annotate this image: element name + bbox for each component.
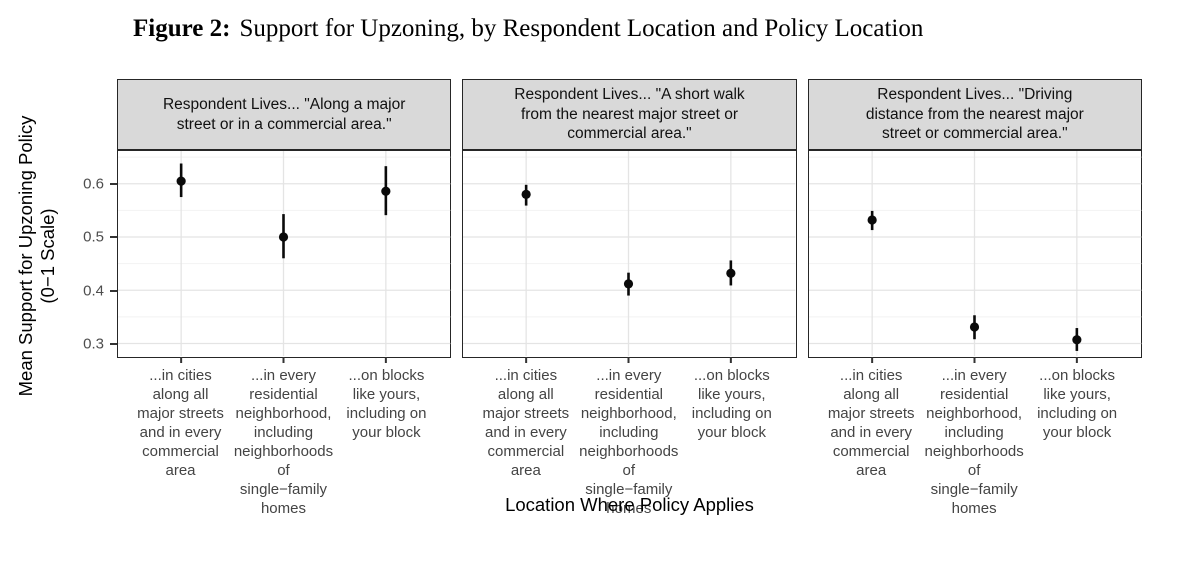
point-estimate	[624, 279, 634, 289]
y-axis-title: Mean Support for Upzoning Policy (0−1 Sc…	[15, 115, 58, 397]
x-tick-label-cities: ...in cities along all major streets and…	[482, 367, 570, 479]
point-estimate	[969, 322, 979, 332]
facet-panels: Respondent Lives... "Along a major stree…	[117, 79, 1142, 517]
pointrange-plot-svg	[808, 151, 1141, 363]
point-estimate	[726, 268, 736, 278]
y-axis-tick	[110, 183, 117, 186]
facet-panel-driving-distance: Respondent Lives... "Driving distance fr…	[807, 79, 1142, 517]
y-tick-label-0.6: 0.6	[83, 175, 104, 193]
pointrange-plot-svg	[118, 151, 451, 363]
plot-area	[807, 150, 1142, 363]
point-estimate	[176, 176, 186, 186]
point-estimate	[1071, 335, 1082, 345]
point-estimate	[867, 215, 877, 225]
figure-title: Figure 2: Support for Upzoning, by Respon…	[133, 15, 923, 43]
x-tick-labels: ...in cities along all major streets and…	[808, 366, 1142, 536]
x-tick-label-cities: ...in cities along all major streets and…	[827, 367, 915, 479]
facet-panel-short-walk: Respondent Lives... "A short walk from t…	[462, 79, 797, 517]
point-estimate	[521, 189, 532, 199]
pointrange-plot-svg	[463, 151, 796, 363]
x-tick-label-residential: ...in every residential neighborhood, in…	[579, 367, 679, 517]
point-estimate	[278, 232, 289, 242]
facet-strip-label: Respondent Lives... "Along a major stree…	[117, 79, 452, 150]
facet-panel-along-major-street: Respondent Lives... "Along a major stree…	[117, 79, 452, 517]
x-tick-labels: ...in cities along all major streets and…	[462, 366, 796, 536]
x-axis-title: Location Where Policy Applies	[505, 494, 754, 515]
y-axis-tick	[110, 342, 117, 345]
x-tick-label-cities: ...in cities along all major streets and…	[137, 367, 224, 479]
plot-area	[462, 150, 797, 363]
y-tick-label-0.3: 0.3	[83, 335, 104, 353]
x-tick-label-blocks: ...on blocks like yours, including on yo…	[1037, 367, 1118, 441]
x-tick-label-blocks: ...on blocks like yours, including on yo…	[346, 367, 427, 441]
y-tick-label-0.5: 0.5	[83, 228, 104, 246]
y-axis-tick	[110, 289, 117, 292]
facet-strip-label: Respondent Lives... "A short walk from t…	[462, 79, 797, 150]
y-tick-label-0.4: 0.4	[83, 282, 104, 300]
plot-area	[117, 150, 452, 363]
x-tick-labels: ...in cities along all major streets and…	[117, 366, 451, 536]
y-axis-tick	[110, 236, 117, 239]
x-tick-label-residential: ...in every residential neighborhood, in…	[233, 367, 334, 517]
point-estimate	[381, 186, 391, 196]
facet-strip-label: Respondent Lives... "Driving distance fr…	[807, 79, 1142, 150]
x-tick-label-blocks: ...on blocks like yours, including on yo…	[691, 367, 772, 441]
figure-title-text: Support for Upzoning, by Respondent Loca…	[239, 15, 924, 42]
figure-number-label: Figure 2:	[133, 15, 231, 42]
x-tick-label-residential: ...in every residential neighborhood, in…	[924, 367, 1024, 517]
